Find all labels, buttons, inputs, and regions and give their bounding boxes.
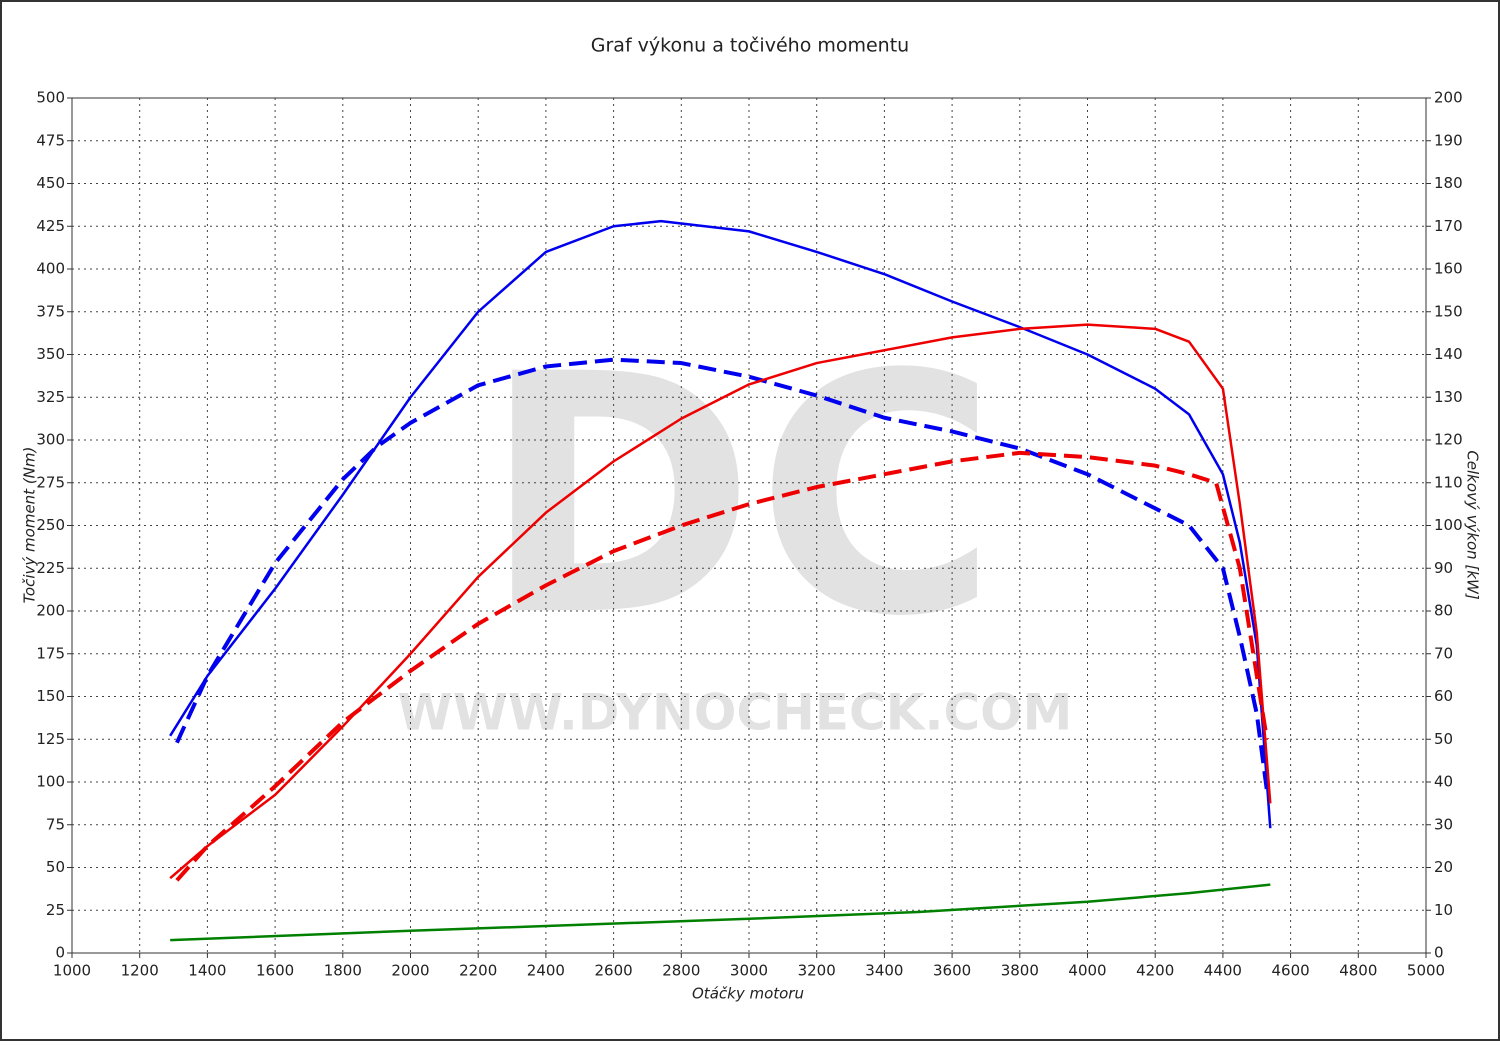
- y2-tick-label: 30: [1434, 815, 1453, 833]
- watermark-url: WWW.DYNOCHECK.COM: [398, 684, 1073, 742]
- x-tick-label: 3000: [730, 962, 768, 980]
- plot-border: [71, 97, 1427, 954]
- x-tick-label: 1200: [121, 962, 159, 980]
- y2-tick-label: 90: [1434, 559, 1453, 577]
- y2-tick-label: 40: [1434, 773, 1453, 791]
- x-tick-label: 1800: [324, 962, 362, 980]
- y2-tick-label: 200: [1434, 89, 1463, 107]
- y-tick-label: 500: [36, 89, 65, 107]
- y2-tick-label: 70: [1434, 644, 1453, 662]
- x-tick-label: 4200: [1136, 962, 1174, 980]
- series-line: [169, 323, 1272, 880]
- x-tick-label: 3200: [798, 962, 836, 980]
- y-tick-label: 425: [36, 217, 65, 235]
- y-axis-label: Točivý moment (Nm): [21, 447, 39, 604]
- y-tick-label: 200: [36, 602, 65, 620]
- y-tick-label: 275: [36, 473, 65, 491]
- series-line: [175, 450, 1269, 882]
- y2-tick-label: 190: [1434, 131, 1463, 149]
- y-tick-label: 300: [36, 431, 65, 449]
- y2-tick-label: 80: [1434, 602, 1453, 620]
- y2-tick-label: 110: [1434, 473, 1463, 491]
- y-tick-label: 25: [46, 901, 65, 919]
- x-tick-label: 1000: [53, 962, 91, 980]
- series-line: [170, 883, 1271, 942]
- x-tick-label: 2000: [391, 962, 429, 980]
- y2-axis-label: Celkový výkon [kW]: [1464, 450, 1482, 600]
- x-tick-label: 4800: [1339, 962, 1377, 980]
- y2-tick-label: 140: [1434, 345, 1463, 363]
- y2-tick-label: 130: [1434, 388, 1463, 406]
- series-line: [175, 357, 1269, 791]
- x-tick-label: 1600: [256, 962, 294, 980]
- y-tick-label: 150: [36, 687, 65, 705]
- y2-tick-label: 50: [1434, 730, 1453, 748]
- x-tick-label: 2800: [662, 962, 700, 980]
- watermark: DC: [482, 304, 998, 688]
- x-tick-label: 3600: [933, 962, 971, 980]
- x-tick-label: 2600: [595, 962, 633, 980]
- x-tick-label: 4400: [1204, 962, 1242, 980]
- y-tick-label: 450: [36, 174, 65, 192]
- y-tick-label: 75: [46, 815, 65, 833]
- y2-tick-label: 150: [1434, 302, 1463, 320]
- x-tick-label: 4000: [1068, 962, 1106, 980]
- x-tick-label: 3800: [1001, 962, 1039, 980]
- x-tick-label: 2200: [459, 962, 497, 980]
- y-tick-label: 175: [36, 644, 65, 662]
- y-tick-label: 0: [55, 944, 65, 962]
- y-tick-label: 225: [36, 559, 65, 577]
- y2-tick-label: 100: [1434, 516, 1463, 534]
- y-tick-label: 50: [46, 858, 65, 876]
- x-axis-label: Otáčky motoru: [692, 985, 804, 1003]
- y-tick-label: 375: [36, 302, 65, 320]
- y-tick-label: 400: [36, 260, 65, 278]
- y-tick-label: 125: [36, 730, 65, 748]
- chart-title: Graf výkonu a točivého momentu: [591, 35, 909, 57]
- y2-tick-label: 120: [1434, 431, 1463, 449]
- y2-tick-label: 160: [1434, 260, 1463, 278]
- y2-tick-label: 170: [1434, 217, 1463, 235]
- y-tick-label: 475: [36, 131, 65, 149]
- y-tick-label: 100: [36, 773, 65, 791]
- y-tick-label: 325: [36, 388, 65, 406]
- y2-tick-label: 10: [1434, 901, 1453, 919]
- series-line: [169, 219, 1272, 829]
- y2-tick-label: 180: [1434, 174, 1463, 192]
- x-tick-label: 4600: [1272, 962, 1310, 980]
- x-tick-label: 2400: [527, 962, 565, 980]
- x-tick-label: 1400: [188, 962, 226, 980]
- x-tick-label: 3400: [865, 962, 903, 980]
- x-tick-label: 5000: [1407, 962, 1445, 980]
- y-tick-label: 250: [36, 516, 65, 534]
- y2-tick-label: 0: [1434, 944, 1444, 962]
- y-tick-label: 350: [36, 345, 65, 363]
- y2-tick-label: 20: [1434, 858, 1453, 876]
- y2-tick-label: 60: [1434, 687, 1453, 705]
